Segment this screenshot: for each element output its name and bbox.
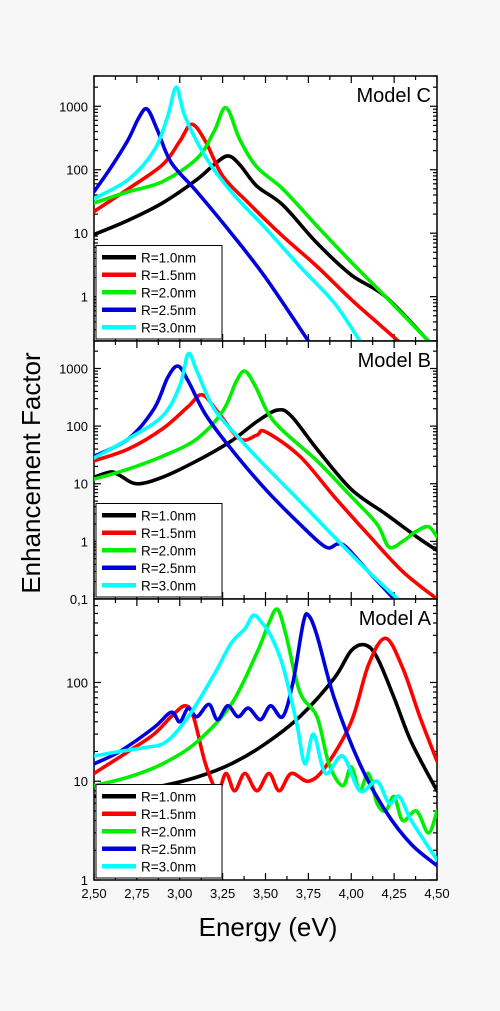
series-group — [94, 85, 431, 341]
panel-title: Model C — [357, 85, 431, 107]
x-tick-label: 4,25 — [381, 886, 406, 901]
y-tick-label: 1000 — [59, 361, 88, 376]
y-tick-label: 100 — [66, 675, 88, 690]
x-tick-label: 4,00 — [339, 886, 364, 901]
y-tick-label: 10 — [74, 226, 88, 241]
series-line-r-1-0nm — [94, 407, 437, 553]
x-tick-label: 3,50 — [253, 886, 278, 901]
series-line-r-2-5nm — [94, 107, 311, 341]
series-line-r-1-5nm — [94, 392, 437, 599]
panel-model-b: 0,1 1 10 100 1000 Model B R=1.0nm R=1.5nm R=2.0n… — [59, 340, 438, 607]
x-tick-labels: 2,50 2,75 3,00 3,25 3,50 3,75 4,00 4,25 4,50 — [81, 886, 449, 901]
legend-label: R=2.5nm — [141, 561, 196, 576]
series-line-r-1-5nm — [94, 122, 401, 341]
series-line-r-1-5nm — [94, 636, 437, 793]
x-tick-label: 3,75 — [296, 886, 321, 901]
legend-label: R=2.0nm — [141, 285, 196, 300]
y-axis-label: Enhancement Factor — [16, 352, 46, 594]
y-tick-label: 1 — [81, 873, 88, 888]
panel-title: Model A — [359, 608, 432, 630]
legend-label: R=2.0nm — [141, 543, 196, 558]
x-axis-label: Energy (eV) — [199, 912, 338, 942]
y-tick-label: 10 — [74, 477, 88, 492]
x-tick-label: 2,75 — [124, 886, 149, 901]
y-tick-label: 1000 — [59, 99, 88, 114]
series-line-r-2-0nm — [94, 369, 437, 550]
y-tick-label: 100 — [66, 163, 88, 178]
legend-label: R=2.0nm — [141, 824, 196, 839]
legend-label: R=3.0nm — [141, 578, 196, 593]
series-line-r-3-0nm — [94, 85, 362, 341]
legend-label: R=1.0nm — [141, 789, 196, 804]
legend-label: R=1.5nm — [141, 526, 196, 541]
panel-title: Model B — [358, 350, 431, 372]
x-tick-label: 3,25 — [210, 886, 235, 901]
legend-label: R=1.5nm — [141, 268, 196, 283]
series-line-r-2-5nm — [94, 611, 437, 868]
legend-label: R=3.0nm — [141, 320, 196, 335]
legend-label: R=2.5nm — [141, 842, 196, 857]
legend-label: R=1.0nm — [141, 508, 196, 523]
legend-label: R=2.5nm — [141, 303, 196, 318]
series-line-r-3-0nm — [94, 351, 400, 599]
series-line-r-3-0nm — [94, 613, 437, 862]
x-tick-label: 2,50 — [81, 886, 106, 901]
y-tick-label: 10 — [74, 774, 88, 789]
series-line-r-1-0nm — [94, 154, 431, 341]
legend: R=1.0nm R=1.5nm R=2.0nm R=2.5nm R=3.0nm — [95, 503, 223, 598]
legend-label: R=1.5nm — [141, 807, 196, 822]
series-line-r-2-0nm — [94, 105, 431, 341]
y-tick-label: 1 — [81, 290, 88, 305]
y-tick-label: 100 — [66, 419, 88, 434]
x-tick-label: 3,00 — [167, 886, 192, 901]
legend: R=1.0nm R=1.5nm R=2.0nm R=2.5nm R=3.0nm — [95, 245, 223, 340]
x-tick-label: 4,50 — [424, 886, 449, 901]
legend: R=1.0nm R=1.5nm R=2.0nm R=2.5nm R=3.0nm — [95, 784, 223, 879]
y-tick-label: 0,1 — [70, 592, 88, 607]
y-tick-label: 1 — [81, 534, 88, 549]
panel-model-a: 1 10 100 Model A R=1.0nm R=1.5nm R=2.0nm R=2.5n… — [66, 598, 438, 888]
legend-label: R=3.0nm — [141, 859, 196, 874]
series-group — [94, 351, 437, 599]
legend-label: R=1.0nm — [141, 250, 196, 265]
